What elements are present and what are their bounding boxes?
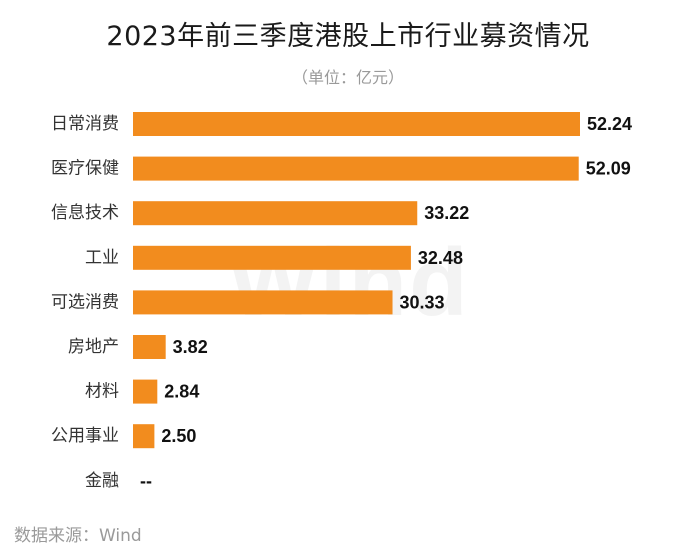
category-label: 材料 — [85, 382, 119, 402]
category-label: 金融 — [85, 471, 119, 491]
bar — [133, 379, 158, 404]
bar — [133, 112, 580, 136]
category-label: 公用事业 — [51, 426, 119, 446]
category-label: 医疗保健 — [51, 159, 119, 179]
value-label: 2.50 — [161, 426, 196, 446]
bar — [133, 424, 155, 449]
bar — [133, 335, 166, 359]
category-label: 工业 — [85, 248, 119, 268]
category-label: 日常消费 — [51, 114, 119, 134]
category-label: 信息技术 — [51, 203, 119, 223]
bar — [133, 201, 418, 226]
bar — [133, 245, 411, 270]
value-label: 2.84 — [164, 382, 199, 402]
value-label: -- — [140, 471, 152, 491]
bar — [133, 156, 579, 181]
category-label: 可选消费 — [51, 292, 119, 312]
value-label: 33.22 — [424, 203, 469, 223]
chart-unit: （单位：亿元） — [291, 68, 404, 87]
chart-title: 2023年前三季度港股上市行业募资情况 — [106, 21, 590, 52]
data-source: 数据来源：Wind — [14, 526, 142, 546]
value-label: 3.82 — [173, 337, 208, 357]
category-label: 房地产 — [68, 337, 119, 357]
value-label: 30.33 — [400, 292, 445, 312]
value-label: 52.24 — [587, 114, 632, 134]
bar — [133, 290, 393, 315]
value-label: 32.48 — [418, 248, 463, 268]
value-label: 52.09 — [586, 159, 631, 179]
